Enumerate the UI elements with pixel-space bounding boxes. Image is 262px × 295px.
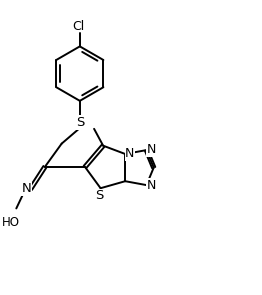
Text: N: N xyxy=(22,183,31,196)
Text: HO: HO xyxy=(2,216,20,229)
Text: S: S xyxy=(95,189,103,202)
Text: N: N xyxy=(146,143,156,156)
Text: Cl: Cl xyxy=(72,20,85,33)
Text: N: N xyxy=(125,147,135,160)
Text: S: S xyxy=(76,116,84,129)
Text: N: N xyxy=(146,179,156,192)
